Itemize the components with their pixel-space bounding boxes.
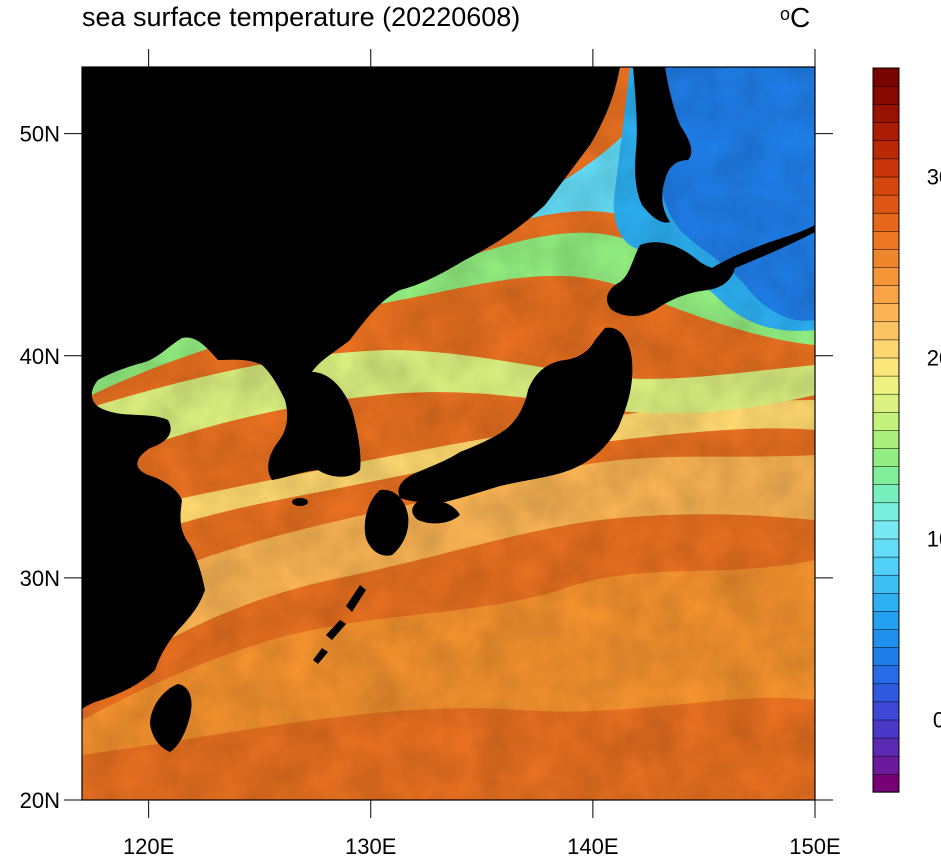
colorbar-tick-label: 10 — [927, 527, 941, 552]
colorbar-swatch — [872, 719, 900, 739]
colorbar-swatch — [872, 701, 900, 721]
jeju-island — [292, 498, 308, 506]
sst-band-3 — [657, 67, 815, 321]
colorbar-swatch — [872, 176, 900, 196]
map-title: sea surface temperature (20220608) — [82, 2, 521, 32]
colorbar-swatch — [872, 303, 900, 323]
colorbar-swatch — [872, 122, 900, 142]
colorbar-swatch — [872, 484, 900, 504]
colorbar-swatch — [872, 248, 900, 268]
map-frame — [81, 66, 816, 801]
colorbar-swatch — [872, 194, 900, 214]
colorbar-swatch — [872, 465, 900, 485]
colorbar-swatch — [872, 212, 900, 232]
colorbar-tick-label: 0 — [933, 708, 941, 733]
kuril-islands — [712, 225, 815, 275]
colorbar-swatch — [872, 375, 900, 395]
colorbar-swatch — [872, 230, 900, 250]
colorbar-tick-label: 30 — [927, 165, 941, 190]
colorbar-swatch — [872, 411, 900, 431]
unit-letter: C — [790, 2, 811, 33]
colorbar-swatch — [872, 85, 900, 105]
colorbar-swatch — [872, 610, 900, 630]
y-tick-label: 50N — [20, 122, 60, 147]
colorbar-swatch — [872, 646, 900, 666]
colorbar-swatch — [872, 393, 900, 413]
colorbar-swatch — [872, 321, 900, 341]
colorbar-swatch — [872, 755, 900, 775]
colorbar-swatch — [872, 592, 900, 612]
x-tick-label: 120E — [123, 834, 174, 858]
colorbar-unit: oC — [780, 2, 810, 34]
taiwan-island — [150, 684, 192, 752]
honshu-island — [398, 327, 633, 503]
hokkaido-island — [606, 242, 735, 316]
colorbar-tick-label: 20 — [927, 346, 941, 371]
sst-band-22 — [82, 400, 815, 560]
colorbar-swatch — [872, 773, 900, 793]
colorbar-swatch — [872, 665, 900, 685]
y-tick-label: 20N — [20, 788, 60, 813]
colorbar-swatch — [872, 556, 900, 576]
colorbar-swatch — [872, 339, 900, 359]
colorbar-swatch — [872, 357, 900, 377]
colorbar-swatch — [872, 502, 900, 522]
colorbar-frame — [872, 67, 900, 793]
colorbar-swatch — [872, 683, 900, 703]
sst-band-26 — [82, 560, 815, 755]
colorbar-swatch — [872, 447, 900, 467]
shikoku-island — [412, 499, 460, 524]
sst-band-24 — [82, 455, 815, 700]
colorbar-swatch — [872, 284, 900, 304]
colorbar-swatch — [872, 67, 900, 87]
ryukyu-islands — [313, 585, 366, 664]
colorbar: 0 10 20 30 — [872, 67, 941, 793]
colorbar-swatch — [872, 538, 900, 558]
colorbar-swatch — [872, 140, 900, 160]
x-tick-label: 130E — [345, 834, 396, 858]
kyushu-island — [364, 489, 409, 556]
colorbar-swatch — [872, 520, 900, 540]
degree-symbol: o — [780, 4, 791, 24]
latitude-axis: 20N 30N 40N 50N — [20, 122, 833, 813]
mainland-asia — [82, 67, 620, 710]
land-mask — [82, 67, 815, 752]
colorbar-swatch — [872, 158, 900, 178]
colorbar-swatch — [872, 628, 900, 648]
y-tick-label: 30N — [20, 566, 60, 591]
longitude-axis: 120E 130E 140E 150E — [123, 49, 841, 858]
sakhalin-island — [633, 67, 692, 223]
colorbar-swatch — [872, 266, 900, 286]
y-tick-label: 40N — [20, 344, 60, 369]
colorbar-swatch — [872, 103, 900, 123]
colorbar-swatch — [872, 737, 900, 757]
x-tick-label: 140E — [567, 834, 618, 858]
x-tick-label: 150E — [789, 834, 840, 858]
colorbar-swatch — [872, 574, 900, 594]
colorbar-swatch — [872, 429, 900, 449]
